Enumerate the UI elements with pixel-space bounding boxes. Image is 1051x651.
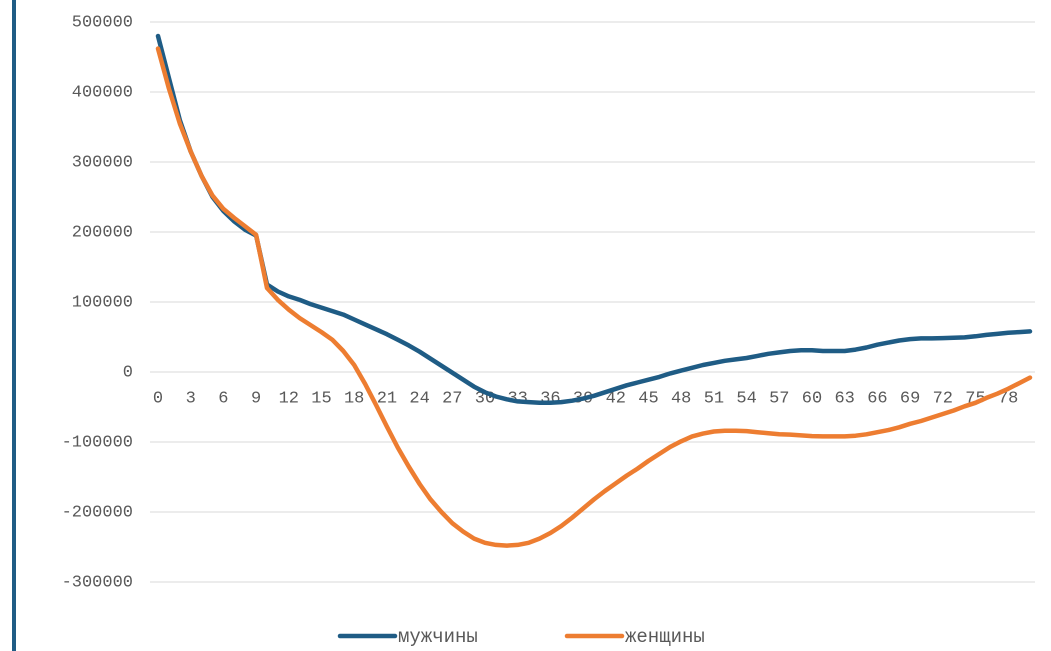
x-tick-label: 9 [251,389,261,408]
x-tick-label: 3 [186,389,196,408]
x-tick-label: 72 [933,389,953,408]
x-tick-label: 69 [900,389,920,408]
x-tick-label: 6 [218,389,228,408]
series-line [155,33,1033,406]
x-tick-label: 42 [606,389,626,408]
x-tick-label: 51 [704,389,724,408]
y-tick-label: 500000 [72,13,133,32]
x-tick-label: 15 [311,389,331,408]
x-tick-label: 57 [769,389,789,408]
x-tick-label: 66 [867,389,887,408]
x-tick-label: 63 [834,389,854,408]
y-tick-label: -300000 [62,573,133,592]
y-tick-label: 300000 [72,153,133,172]
x-tick-label: 27 [442,389,462,408]
series-line [155,46,1033,548]
y-tick-label: 400000 [72,83,133,102]
x-tick-label: 36 [540,389,560,408]
x-tick-label: 24 [409,389,429,408]
x-tick-label: 60 [802,389,822,408]
y-tick-label: 100000 [72,293,133,312]
y-tick-label: -200000 [62,503,133,522]
x-tick-label: 54 [736,389,756,408]
legend-label: мужчины [398,626,478,648]
x-tick-label: 78 [998,389,1018,408]
y-tick-label: -100000 [62,433,133,452]
y-tick-label: 200000 [72,223,133,242]
x-tick-label: 48 [671,389,691,408]
x-tick-label: 12 [279,389,299,408]
y-tick-label: 0 [123,363,133,382]
legend-label: женщины [625,626,705,648]
x-tick-label: 18 [344,389,364,408]
x-tick-label: 45 [638,389,658,408]
x-tick-label: 0 [153,389,163,408]
left-border [12,0,16,651]
x-tick-label: 21 [377,389,397,408]
